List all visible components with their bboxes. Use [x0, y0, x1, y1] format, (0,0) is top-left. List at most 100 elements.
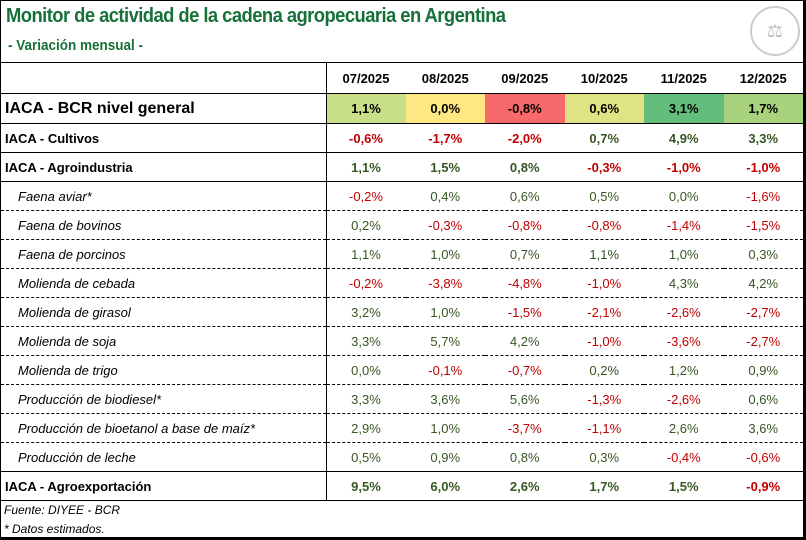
- value-cell: 1,1%: [564, 239, 644, 269]
- row-label: IACA - BCR nivel general: [1, 93, 327, 124]
- value-cell: 0,6%: [723, 384, 803, 414]
- value-cell: -1,3%: [564, 384, 644, 414]
- value-cell: 0,5%: [326, 442, 406, 472]
- column-header: 08/2025: [405, 62, 485, 94]
- value-cell: -1,6%: [723, 181, 803, 211]
- table-row: IACA - Cultivos -0,6% -1,7% -2,0% 0,7% 4,9% 3,…: [1, 123, 803, 153]
- row-label: IACA - Agroindustria: [1, 152, 327, 182]
- row-label: Molienda de soja: [1, 326, 327, 356]
- row-label: IACA - Cultivos: [1, 123, 327, 153]
- value-cell: 0,0%: [326, 355, 406, 385]
- value-cell: -0,6%: [723, 442, 803, 472]
- value-cell: -1,0%: [564, 326, 644, 356]
- value-cell: 1,1%: [326, 152, 406, 182]
- value-cell: 0,0%: [644, 181, 724, 211]
- value-cell: -0,7%: [485, 355, 565, 385]
- value-cell: -2,1%: [564, 297, 644, 327]
- value-cell: 4,2%: [723, 268, 803, 298]
- value-cell: 3,3%: [326, 384, 406, 414]
- row-label: Faena de bovinos: [1, 210, 327, 240]
- value-cell: -1,0%: [564, 268, 644, 298]
- value-cell: 5,6%: [485, 384, 565, 414]
- value-cell: 3,3%: [723, 123, 803, 153]
- value-cell: -0,1%: [405, 355, 485, 385]
- value-cell: 1,5%: [644, 471, 724, 501]
- value-cell: 1,7%: [564, 471, 644, 501]
- value-cell: 3,2%: [326, 297, 406, 327]
- column-header: 09/2025: [485, 62, 565, 94]
- value-cell: -3,7%: [485, 413, 565, 443]
- value-cell: -2,6%: [644, 384, 724, 414]
- row-label: Molienda de trigo: [1, 355, 327, 385]
- row-label: IACA - Agroexportación: [1, 471, 327, 501]
- header-row: 07/2025 08/2025 09/2025 10/2025 11/2025 …: [1, 62, 803, 94]
- table-row: Molienda de cebada -0,2% -3,8% -4,8% -1,0% 4,…: [1, 268, 803, 298]
- value-cell: 1,0%: [405, 413, 485, 443]
- column-header: 07/2025: [326, 62, 406, 94]
- value-cell: -2,7%: [723, 297, 803, 327]
- value-cell: 1,1%: [326, 239, 406, 269]
- value-cell: 1,0%: [644, 239, 724, 269]
- value-cell: 2,6%: [644, 413, 724, 443]
- value-cell: 3,3%: [326, 326, 406, 356]
- value-cell: 1,7%: [723, 93, 803, 124]
- table-row: Producción de biodiesel* 3,3% 3,6% 5,6% -1,3…: [1, 384, 803, 414]
- value-cell: -1,7%: [405, 123, 485, 153]
- value-cell: -4,8%: [485, 268, 565, 298]
- value-cell: -3,8%: [405, 268, 485, 298]
- value-cell: 1,2%: [644, 355, 724, 385]
- value-cell: -1,0%: [723, 152, 803, 182]
- table-row: Producción de bioetanol a base de maíz* 2…: [1, 413, 803, 443]
- value-cell: 3,6%: [405, 384, 485, 414]
- value-cell: -1,0%: [644, 152, 724, 182]
- value-cell: -0,2%: [326, 268, 406, 298]
- general-index-row: IACA - BCR nivel general 1,1% 0,0% -0,8%…: [1, 93, 803, 124]
- table-row: Producción de leche 0,5% 0,9% 0,8% 0,3% -0,4%…: [1, 442, 803, 472]
- value-cell: 2,9%: [326, 413, 406, 443]
- value-cell: 1,5%: [405, 152, 485, 182]
- value-cell: -2,0%: [485, 123, 565, 153]
- bcr-logo-icon: ⚖: [750, 6, 800, 56]
- estimate-note: * Datos estimados.: [4, 522, 105, 536]
- value-cell: -1,5%: [485, 297, 565, 327]
- table-row: Molienda de soja 3,3% 5,7% 4,2% -1,0% -3,6% -2…: [1, 326, 803, 356]
- value-cell: 0,8%: [485, 442, 565, 472]
- source-note: Fuente: DIYEE - BCR: [4, 503, 121, 517]
- value-cell: 0,9%: [723, 355, 803, 385]
- value-cell: 0,6%: [564, 93, 644, 124]
- value-cell: -0,8%: [485, 93, 565, 124]
- value-cell: 6,0%: [405, 471, 485, 501]
- row-label: Faena de porcinos: [1, 239, 327, 269]
- value-cell: -1,5%: [723, 210, 803, 240]
- value-cell: 0,3%: [723, 239, 803, 269]
- value-cell: 0,7%: [564, 123, 644, 153]
- header-label-cell: [1, 62, 327, 94]
- row-label: Molienda de girasol: [1, 297, 327, 327]
- row-label: Molienda de cebada: [1, 268, 327, 298]
- column-header: 10/2025: [564, 62, 644, 94]
- value-cell: -1,1%: [564, 413, 644, 443]
- value-cell: 1,0%: [405, 297, 485, 327]
- value-cell: 0,2%: [326, 210, 406, 240]
- value-cell: 0,2%: [564, 355, 644, 385]
- column-header: 12/2025: [723, 62, 803, 94]
- value-cell: 0,3%: [564, 442, 644, 472]
- table-row: Molienda de girasol 3,2% 1,0% -1,5% -2,1% -2,…: [1, 297, 803, 327]
- value-cell: -0,2%: [326, 181, 406, 211]
- page-subtitle: - Variación mensual -: [8, 37, 144, 54]
- row-label: Producción de biodiesel*: [1, 384, 327, 414]
- value-cell: 4,3%: [644, 268, 724, 298]
- value-cell: -0,4%: [644, 442, 724, 472]
- value-cell: -0,3%: [564, 152, 644, 182]
- row-label: Producción de bioetanol a base de maíz*: [1, 413, 327, 443]
- value-cell: 2,6%: [485, 471, 565, 501]
- value-cell: 0,8%: [485, 152, 565, 182]
- table-row: Faena de porcinos 1,1% 1,0% 0,7% 1,1% 1,0% 0,3…: [1, 239, 803, 269]
- column-header: 11/2025: [644, 62, 724, 94]
- value-cell: 0,4%: [405, 181, 485, 211]
- table-row: Faena de bovinos 0,2% -0,3% -0,8% -0,8% -1,4%…: [1, 210, 803, 240]
- value-cell: 0,7%: [485, 239, 565, 269]
- value-cell: 0,5%: [564, 181, 644, 211]
- value-cell: -0,6%: [326, 123, 406, 153]
